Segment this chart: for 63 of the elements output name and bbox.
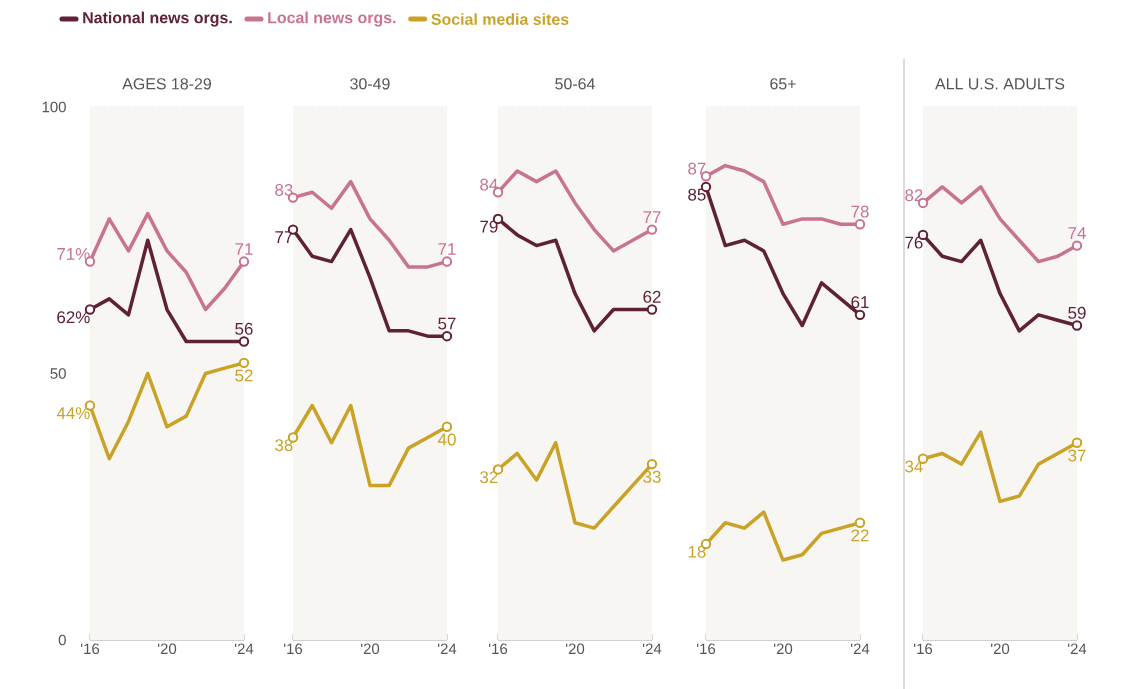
x-tick-label: '16	[489, 643, 508, 655]
chart-title: 30-49	[350, 78, 390, 90]
chart-title: ALL U.S. ADULTS	[935, 78, 1065, 90]
data-label: 57	[438, 317, 456, 330]
x-tick-label: '24	[1068, 643, 1087, 654]
data-label: 52	[235, 369, 253, 382]
y-tick-label: 100	[42, 101, 66, 113]
data-label: 40	[437, 433, 456, 446]
data-label: 85	[688, 188, 706, 201]
point	[238, 336, 250, 347]
x-tick-label: '20	[991, 643, 1010, 655]
legend-label: Local news orgs.	[268, 11, 396, 27]
data-label: 78	[851, 205, 869, 218]
point	[1071, 240, 1083, 251]
data-label: 44%	[56, 407, 90, 420]
point	[646, 304, 658, 315]
data-label: 82	[905, 189, 923, 202]
point	[1071, 437, 1083, 448]
point	[1071, 320, 1083, 331]
chart-title: 50-64	[555, 78, 595, 90]
data-label: 87	[688, 162, 706, 175]
x-tick-label: '16	[81, 643, 100, 655]
chart-title: 65+	[770, 78, 796, 90]
point	[854, 309, 866, 321]
x-tick-label: '20	[158, 643, 177, 655]
point	[854, 219, 866, 230]
legend-label: Social media sites	[431, 13, 569, 25]
point	[441, 256, 453, 267]
point	[238, 357, 250, 369]
point	[646, 224, 658, 235]
data-label: 74	[1068, 227, 1086, 239]
legend-label: National news orgs.	[83, 11, 232, 27]
x-tick-label: '20	[361, 643, 380, 655]
data-label: 71	[438, 243, 456, 255]
point	[646, 458, 658, 470]
x-tick-label: '20	[566, 643, 585, 655]
data-label: 84	[480, 178, 498, 191]
y-tick-label: 50	[50, 368, 66, 379]
x-tick-label: '16	[697, 643, 716, 655]
data-label: 59	[1068, 306, 1086, 319]
data-label: 71%	[57, 248, 90, 260]
point	[441, 421, 453, 432]
data-label: 56	[235, 322, 253, 335]
data-label: 62%	[57, 311, 90, 324]
data-label: 71	[235, 243, 253, 255]
x-tick-label: '24	[851, 643, 870, 654]
x-tick-label: '24	[438, 643, 457, 654]
y-tick-label: 0	[58, 634, 66, 646]
point	[854, 517, 866, 528]
chart-title: AGES 18-29	[122, 78, 211, 90]
data-label: 61	[851, 296, 869, 309]
point	[238, 256, 250, 267]
data-label: 77	[643, 211, 661, 223]
x-tick-label: '20	[774, 643, 793, 655]
x-tick-label: '24	[643, 643, 662, 654]
x-tick-label: '16	[914, 643, 933, 655]
data-label: 22	[851, 529, 869, 542]
data-label: 62	[643, 290, 661, 303]
x-tick-label: '16	[284, 643, 303, 655]
data-label: 34	[905, 460, 923, 473]
point	[441, 330, 453, 342]
data-label: 37	[1068, 449, 1086, 462]
x-tick-label: '24	[235, 643, 254, 654]
